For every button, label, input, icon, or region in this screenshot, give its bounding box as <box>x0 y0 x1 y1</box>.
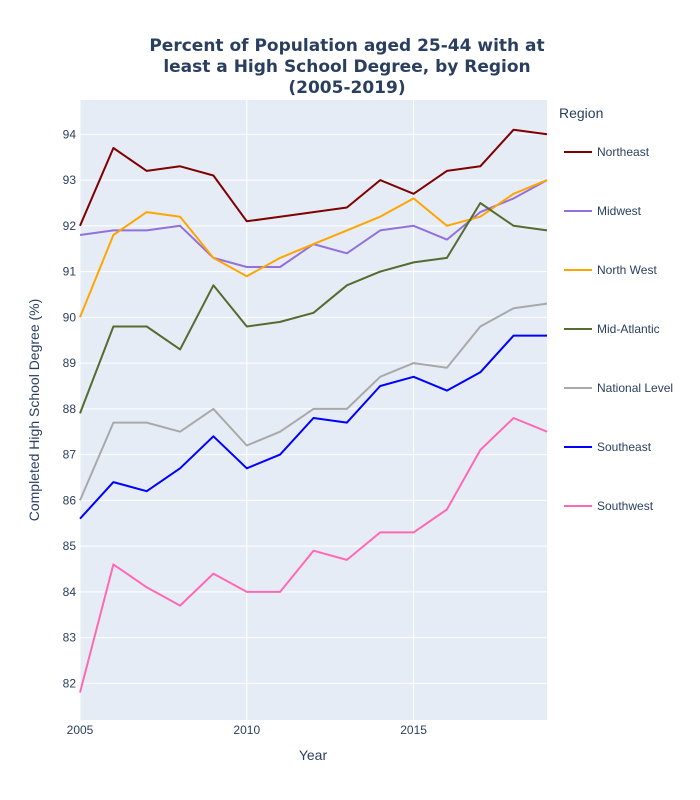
legend-label: Northeast <box>597 145 650 159</box>
legend-item-national-level[interactable]: National Level <box>564 381 673 395</box>
x-tick-label: 2015 <box>400 723 427 737</box>
legend-label: Mid-Atlantic <box>597 322 660 336</box>
legend-item-southeast[interactable]: Southeast <box>564 440 652 454</box>
x-tick-label: 2005 <box>67 723 94 737</box>
legend-item-midwest[interactable]: Midwest <box>564 204 642 218</box>
legend-title: Region <box>559 105 603 121</box>
legend-label: Southwest <box>597 499 654 513</box>
y-tick-label: 82 <box>63 676 77 690</box>
y-tick-label: 88 <box>63 402 77 416</box>
y-tick-label: 93 <box>63 173 77 187</box>
y-axis-title: Completed High School Degree (%) <box>26 299 42 522</box>
series-line-national-level <box>79 302 548 501</box>
y-tick-label: 89 <box>63 356 77 370</box>
x-tick-label: 2010 <box>233 723 260 737</box>
y-tick-label: 90 <box>63 310 77 324</box>
y-tick-label: 84 <box>63 585 77 599</box>
y-tick-label: 86 <box>63 493 77 507</box>
series-line-southwest <box>79 417 548 693</box>
chart-title-line-2: least a High School Degree, by Region <box>163 57 530 77</box>
x-gridlines <box>79 100 415 720</box>
legend-item-mid-atlantic[interactable]: Mid-Atlantic <box>564 322 660 336</box>
legend-label: North West <box>597 263 657 277</box>
legend-item-southwest[interactable]: Southwest <box>564 499 654 513</box>
chart-title-line-1: Percent of Population aged 25-44 with at <box>149 36 544 56</box>
y-axis-tick-labels: 82 83 84 85 86 87 88 89 90 91 92 93 94 <box>63 127 77 690</box>
series-line-northeast <box>79 128 548 227</box>
x-axis-tick-labels: 2005 2010 2015 <box>67 723 428 737</box>
y-tick-label: 85 <box>63 539 77 553</box>
legend-label: National Level <box>597 381 673 395</box>
x-axis-title: Year <box>299 747 328 763</box>
series-line-southeast <box>79 334 547 520</box>
legend-item-northeast[interactable]: Northeast <box>564 145 650 159</box>
legend-items: Northeast Midwest North West Mid-Atlantic Na… <box>564 145 673 513</box>
legend: Region Northeast Midwest North West Mid-Atl… <box>559 105 673 513</box>
chart-title: Percent of Population aged 25-44 with at… <box>149 36 544 98</box>
chart-title-line-3: (2005-2019) <box>288 78 405 98</box>
y-tick-label: 83 <box>63 631 77 645</box>
y-gridlines <box>80 133 547 684</box>
y-tick-label: 94 <box>63 127 77 141</box>
series-lines <box>79 128 548 693</box>
series-line-mid-atlantic <box>79 202 548 414</box>
y-tick-label: 92 <box>63 219 77 233</box>
legend-label: Midwest <box>597 204 642 218</box>
legend-label: Southeast <box>597 440 652 454</box>
legend-item-north-west[interactable]: North West <box>564 263 657 277</box>
y-tick-label: 87 <box>63 448 77 462</box>
y-tick-label: 91 <box>63 265 77 279</box>
